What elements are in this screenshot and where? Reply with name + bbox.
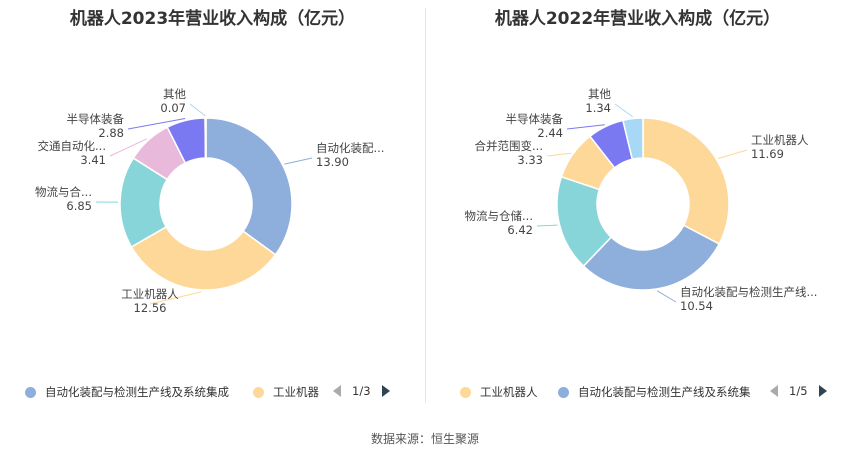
- label-leader-line: [614, 103, 633, 118]
- prev-page-icon[interactable]: [333, 385, 341, 397]
- slice-value: 3.33: [517, 153, 543, 167]
- next-page-icon[interactable]: [381, 385, 390, 397]
- legend-item-automation[interactable]: 自动化装配与检测生产线及系统集: [558, 384, 780, 400]
- slice-label: 自动化装配与检测生产线...: [680, 285, 817, 299]
- legend-label: 自动化装配与检测生产线及系统集成: [45, 385, 229, 399]
- label-leader-line: [718, 149, 748, 159]
- legend: 工业机器人 自动化装配与检测生产线及系统集 1/5: [425, 384, 850, 402]
- pie-slice[interactable]: [642, 117, 730, 245]
- legend-label: 工业机器: [273, 385, 319, 399]
- label-leader-line: [536, 224, 558, 227]
- slice-label: 物流与合...: [35, 185, 92, 199]
- slice-label: 合并范围变...: [475, 139, 543, 153]
- chart-panel-2023: 机器人2023年营业收入构成（亿元） 自动化装配... 13.90 工业机器人 12.…: [0, 0, 425, 410]
- label-leader-line: [284, 157, 313, 165]
- legend-label: 工业机器人: [480, 385, 538, 399]
- chart-title: 机器人2022年营业收入构成（亿元）: [494, 9, 781, 29]
- pager-text: 1/5: [789, 384, 808, 398]
- slice-value: 1.34: [585, 101, 611, 115]
- slice-label: 半导体装备: [67, 112, 125, 126]
- legend-dot: [25, 386, 36, 398]
- slice-value: 2.88: [98, 126, 124, 140]
- slice-label: 交通自动化...: [38, 139, 106, 153]
- pie-slice[interactable]: [204, 117, 207, 159]
- legend-label: 自动化装配与检测生产线及系统集: [578, 385, 751, 399]
- slice-value: 11.69: [751, 147, 784, 161]
- legend-pager: 1/5: [770, 384, 827, 398]
- pager-text: 1/3: [352, 384, 371, 398]
- slice-label: 自动化装配...: [316, 141, 384, 155]
- slice-value: 2.44: [537, 126, 563, 140]
- slice-value: 13.90: [316, 155, 349, 169]
- slice-value: 3.41: [80, 153, 106, 167]
- pie-slice[interactable]: [205, 117, 293, 256]
- legend-pager: 1/3: [333, 384, 390, 398]
- slice-label: 半导体装备: [506, 112, 564, 126]
- slice-label: 工业机器人: [121, 287, 179, 301]
- prev-page-icon[interactable]: [770, 385, 778, 397]
- legend-item-automation[interactable]: 自动化装配与检测生产线及系统集成: [25, 384, 245, 400]
- legend-dot: [558, 386, 569, 398]
- chart-title: 机器人2023年营业收入构成（亿元）: [69, 9, 356, 29]
- slice-value: 6.42: [507, 223, 533, 237]
- slice-value: 0.07: [160, 101, 186, 115]
- chart-panel-2022: 机器人2022年营业收入构成（亿元） 工业机器人 11.69 自动化装配与检测生产线…: [425, 0, 850, 410]
- legend-dot: [253, 386, 264, 398]
- pie-slice[interactable]: [582, 224, 721, 291]
- label-leader-line: [109, 138, 148, 157]
- slice-label: 工业机器人: [751, 133, 809, 147]
- label-leader-line: [149, 291, 202, 305]
- slice-value: 6.85: [66, 199, 92, 213]
- slice-label: 其他: [163, 87, 186, 101]
- divider: [425, 8, 426, 403]
- legend-item-industrial-robot[interactable]: 工业机器: [253, 384, 333, 400]
- label-leader-line: [189, 103, 206, 117]
- label-leader-line: [546, 152, 572, 157]
- slice-label: 其他: [588, 87, 611, 101]
- label-leader-line: [127, 118, 186, 130]
- slice-value: 12.56: [134, 301, 167, 315]
- next-page-icon[interactable]: [818, 385, 827, 397]
- pie-slice[interactable]: [130, 225, 277, 291]
- slice-label: 物流与仓储...: [465, 209, 533, 223]
- legend: 自动化装配与检测生产线及系统集成 工业机器 1/3: [0, 384, 425, 402]
- data-source: 数据来源：恒生聚源: [370, 432, 479, 446]
- label-leader-line: [566, 124, 605, 130]
- pie-slice[interactable]: [622, 117, 644, 161]
- label-leader-line: [656, 290, 677, 303]
- slice-value: 10.54: [680, 299, 713, 313]
- legend-dot: [460, 386, 471, 398]
- legend-item-industrial-robot[interactable]: 工业机器人: [460, 384, 560, 400]
